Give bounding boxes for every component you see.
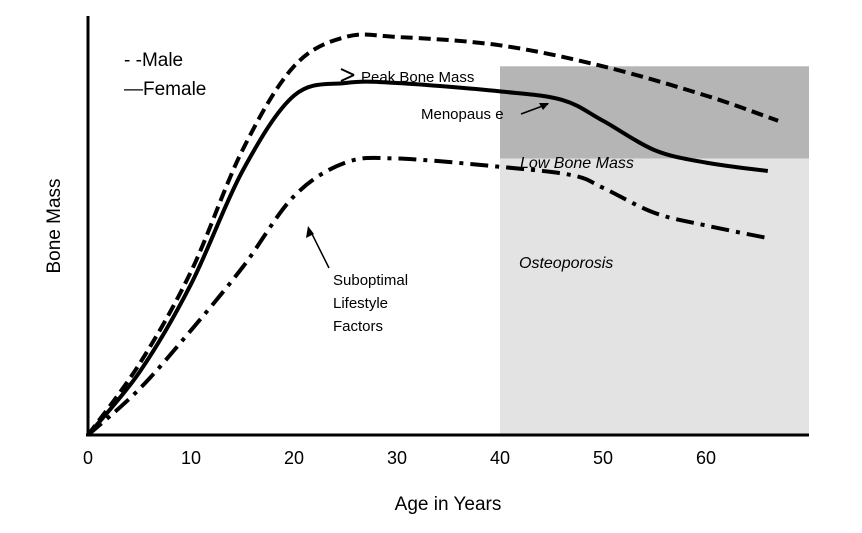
suboptimal-arrow-head bbox=[306, 226, 314, 238]
suboptimal-arrow-line bbox=[309, 229, 330, 269]
x-tick-label-20: 20 bbox=[284, 448, 304, 468]
x-tick-label-60: 60 bbox=[696, 448, 716, 468]
osteoporosis-label: Osteoporosis bbox=[519, 255, 613, 272]
osteoporosis-zone bbox=[500, 158, 809, 435]
legend-female-marker: — bbox=[124, 79, 143, 100]
x-tick-labels: 0 10 20 30 40 50 60 bbox=[83, 448, 716, 468]
low-bone-mass-label: Low Bone Mass bbox=[520, 155, 634, 172]
menopause-arrow-head bbox=[539, 103, 549, 110]
series-layer bbox=[86, 32, 779, 437]
x-tick-label-50: 50 bbox=[593, 448, 613, 468]
suboptimal-label-line2: Lifestyle bbox=[333, 295, 388, 312]
y-axis-title: Bone Mass bbox=[44, 178, 65, 273]
peak-bone-mass-label: Peak Bone Mass bbox=[361, 69, 474, 86]
suboptimal-label-line1: Suboptimal bbox=[333, 272, 408, 289]
series-line-male bbox=[86, 32, 779, 437]
suboptimal-label: Suboptimal Lifestyle Factors bbox=[333, 272, 412, 335]
legend-male-label: Male bbox=[142, 50, 183, 71]
legend-male-marker: - - bbox=[124, 50, 142, 71]
axes-layer bbox=[86, 16, 809, 437]
annotations: Peak Bone Mass Menopaus e Suboptimal Lif… bbox=[306, 68, 549, 335]
legend-male-entry: - -Male bbox=[124, 50, 183, 71]
zones-layer: Low Bone Mass Osteoporosis bbox=[500, 66, 809, 435]
series-line-female bbox=[86, 79, 769, 437]
series-line-suboptimal bbox=[86, 155, 769, 437]
legend-female-entry: —Female bbox=[124, 79, 206, 100]
peak-bone-mass-arrow bbox=[340, 68, 355, 82]
legend-female-label: Female bbox=[143, 79, 206, 100]
menopause-label: Menopaus e bbox=[421, 106, 504, 123]
x-tick-label-40: 40 bbox=[490, 448, 510, 468]
x-tick-label-10: 10 bbox=[181, 448, 201, 468]
legend: - -Male —Female bbox=[124, 50, 206, 100]
suboptimal-label-line3: Factors bbox=[333, 318, 383, 335]
x-tick-label-0: 0 bbox=[83, 448, 93, 468]
x-axis-title: Age in Years bbox=[395, 494, 502, 515]
x-tick-label-30: 30 bbox=[387, 448, 407, 468]
